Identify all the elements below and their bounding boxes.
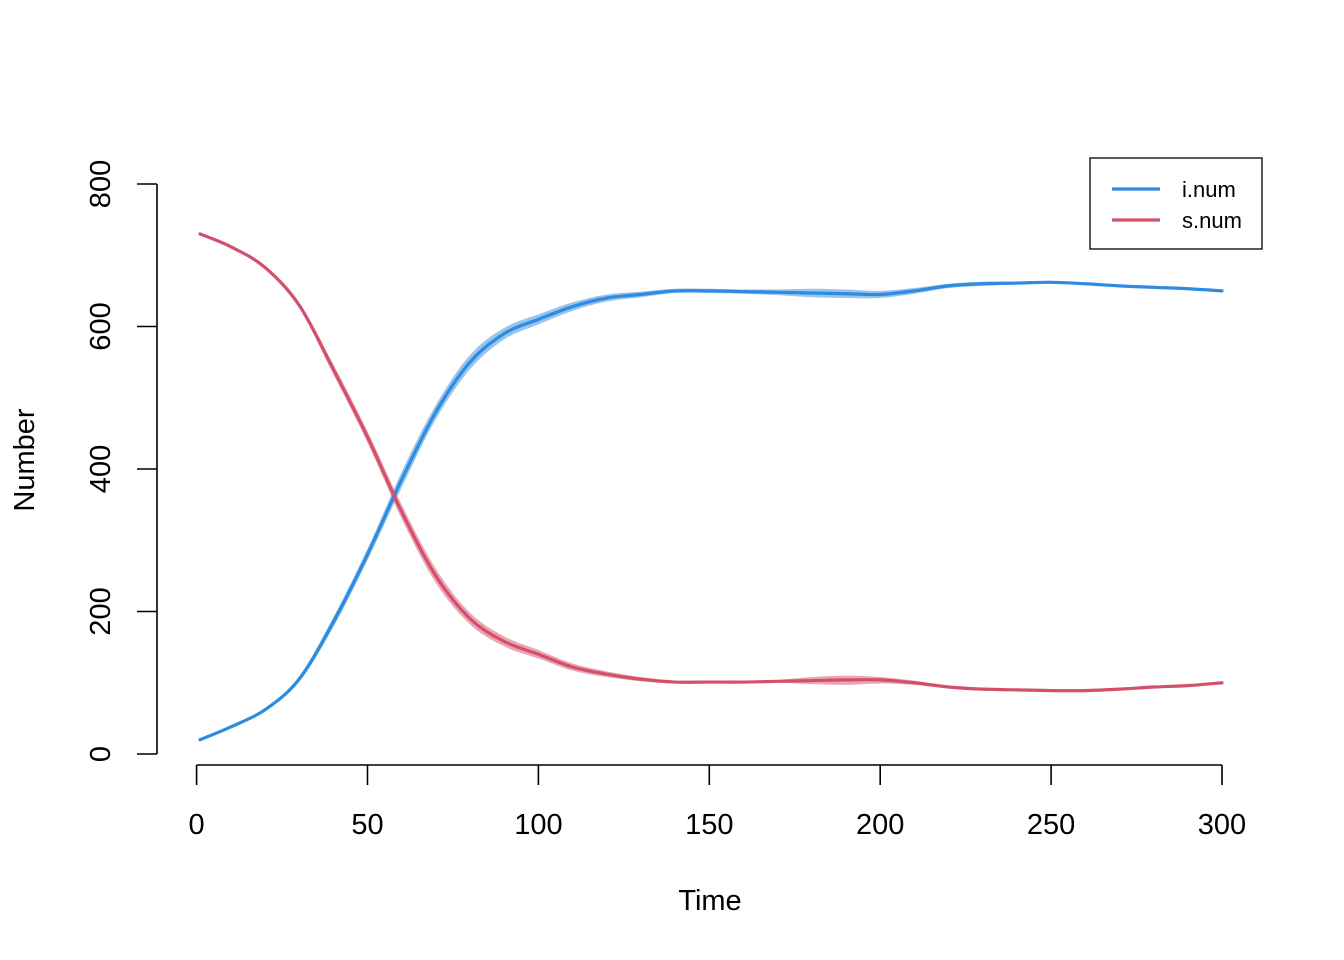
legend-label-s-num: s.num <box>1182 208 1242 233</box>
x-tick-label: 100 <box>514 809 562 841</box>
legend: i.num s.num <box>1089 157 1263 250</box>
y-tick-label: 600 <box>85 302 117 350</box>
confidence-bands <box>200 233 1222 740</box>
x-tick-label: 300 <box>1198 809 1246 841</box>
line-s-num <box>198 232 1224 693</box>
line-i-num <box>198 280 1224 742</box>
x-tick-label: 200 <box>856 809 904 841</box>
band-s-num <box>200 233 1222 693</box>
y-tick-label: 800 <box>85 160 117 208</box>
x-tick-label: 250 <box>1027 809 1075 841</box>
y-tick-label: 400 <box>85 445 117 493</box>
x-tick-label: 0 <box>189 809 205 841</box>
series-lines <box>198 232 1224 742</box>
legend-label-i-num: i.num <box>1182 177 1236 202</box>
y-axis: 0 200 400 600 800 <box>85 160 158 762</box>
band-i-num <box>200 280 1222 740</box>
x-axis-title: Time <box>678 885 741 917</box>
legend-box <box>1089 157 1263 250</box>
x-tick-label: 50 <box>351 809 383 841</box>
y-axis-title: Number <box>9 408 41 511</box>
x-tick-label: 150 <box>685 809 733 841</box>
x-axis: 0 50 100 150 200 250 300 <box>189 764 1246 841</box>
y-tick-label: 0 <box>85 746 117 762</box>
y-tick-label: 200 <box>85 587 117 635</box>
